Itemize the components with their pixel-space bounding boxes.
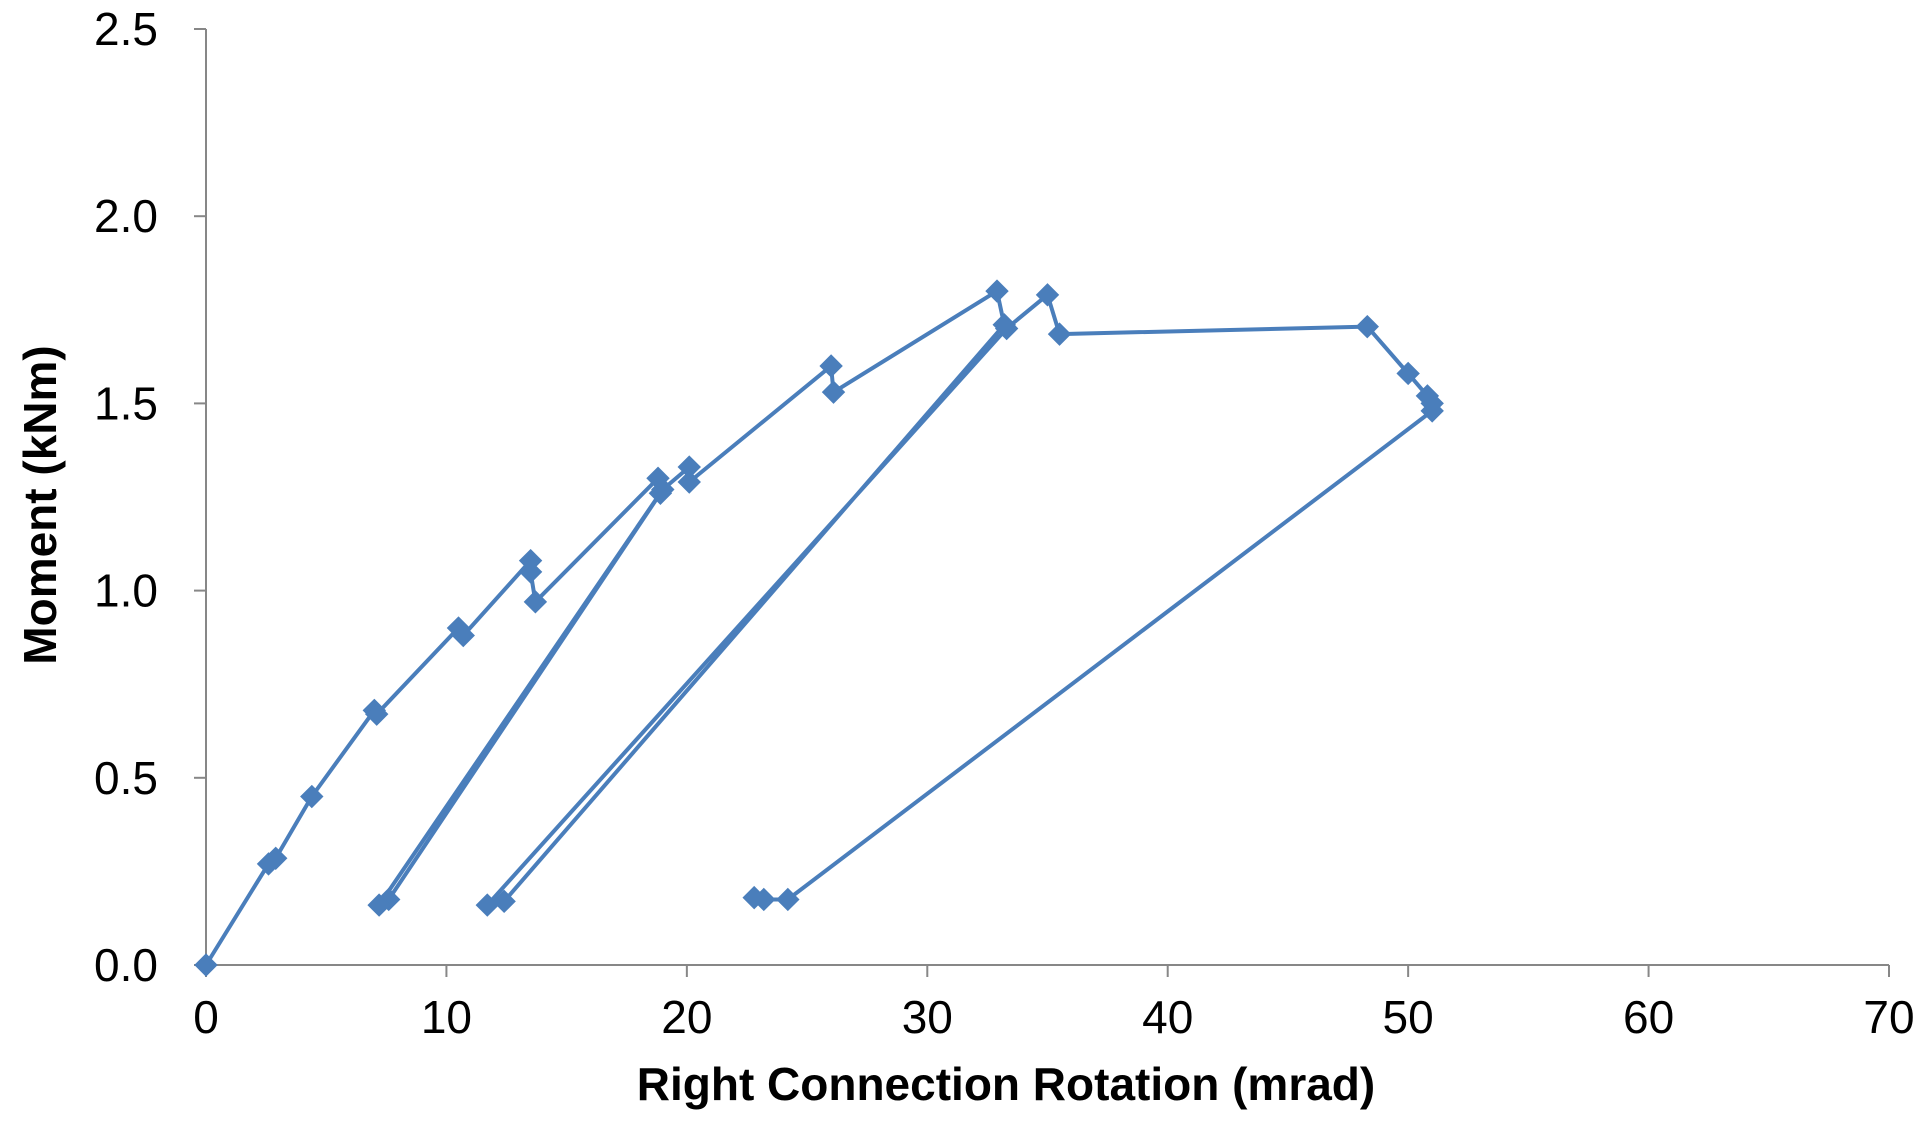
y-axis-title: Moment (kNm) bbox=[14, 345, 66, 664]
data-point bbox=[475, 893, 500, 917]
data-point bbox=[821, 380, 846, 404]
data-point bbox=[985, 279, 1009, 303]
data-point bbox=[300, 784, 324, 809]
data-point bbox=[367, 893, 391, 917]
x-axis-ticks: 0 10 20 30 40 50 60 70 bbox=[193, 965, 1915, 1043]
y-tick-label: 0.5 bbox=[94, 752, 158, 804]
data-point bbox=[651, 477, 675, 502]
data-point bbox=[1047, 322, 1072, 346]
data-point bbox=[364, 702, 389, 726]
x-axis-title: Right Connection Rotation (mrad) bbox=[637, 1058, 1375, 1110]
y-tick-label: 1.0 bbox=[94, 565, 158, 617]
x-tick-label: 50 bbox=[1383, 991, 1434, 1043]
data-point bbox=[451, 623, 475, 648]
x-tick-label: 70 bbox=[1863, 991, 1914, 1043]
axes bbox=[205, 29, 1889, 966]
data-point bbox=[1420, 399, 1444, 423]
data-point bbox=[742, 885, 766, 910]
data-point bbox=[776, 887, 800, 912]
y-tick-label: 0.0 bbox=[94, 939, 158, 991]
x-tick-label: 20 bbox=[661, 991, 712, 1043]
x-tick-label: 30 bbox=[902, 991, 953, 1043]
series-layer bbox=[194, 279, 1444, 977]
series-line bbox=[204, 289, 1435, 967]
data-point bbox=[194, 953, 218, 977]
data-point bbox=[523, 590, 548, 614]
data-point bbox=[1396, 361, 1420, 386]
y-axis-ticks: 0.0 0.5 1.0 1.5 2.0 2.5 bbox=[94, 3, 206, 991]
y-tick-label: 2.5 bbox=[94, 3, 158, 55]
x-tick-label: 40 bbox=[1142, 991, 1193, 1043]
data-point bbox=[1355, 314, 1379, 339]
data-point bbox=[1035, 283, 1060, 307]
data-point bbox=[819, 354, 843, 378]
x-tick-label: 0 bbox=[193, 991, 219, 1043]
data-point bbox=[264, 846, 288, 871]
data-point bbox=[677, 470, 701, 494]
data-point bbox=[518, 560, 543, 584]
x-tick-label: 10 bbox=[421, 991, 472, 1043]
data-point bbox=[994, 316, 1019, 341]
data-point bbox=[492, 889, 516, 914]
x-tick-label: 60 bbox=[1623, 991, 1674, 1043]
y-tick-label: 1.5 bbox=[94, 377, 158, 429]
y-tick-label: 2.0 bbox=[94, 190, 158, 242]
